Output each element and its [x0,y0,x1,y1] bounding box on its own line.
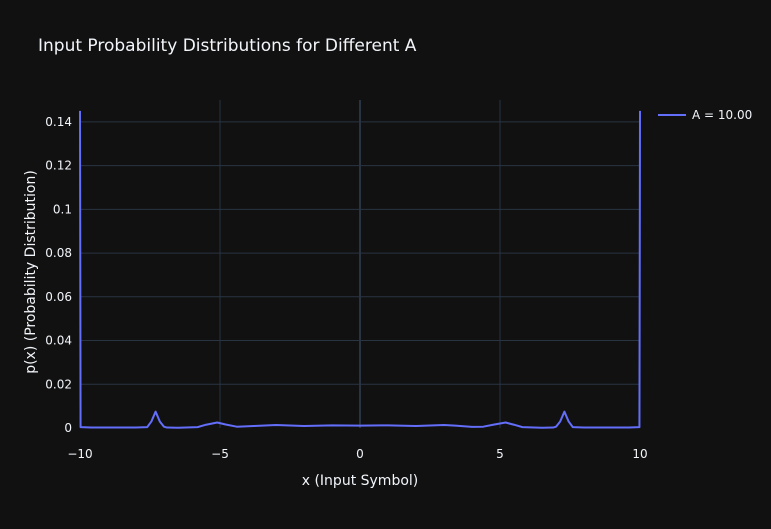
y-tick-label: 0.04 [45,334,72,348]
y-tick-label: 0.1 [53,202,72,216]
series-line [79,110,641,429]
x-tick-label: −10 [67,447,92,461]
y-axis-title: p(x) (Probability Distribution) [23,170,39,374]
x-tick-label: −5 [211,447,229,461]
series-layer [79,110,641,429]
y-tick-label: 0.08 [45,246,72,260]
y-tick-label: 0.06 [45,290,72,304]
y-tick-label: 0.12 [45,159,72,173]
y-tick-label: 0.14 [45,115,72,129]
x-tick-label: 10 [632,447,647,461]
y-tick-label: 0 [64,421,72,435]
x-tick-label: 0 [356,447,364,461]
x-axis-title: x (Input Symbol) [302,473,419,489]
legend-label[interactable]: A = 10.00 [692,108,752,122]
grid-layer [80,100,640,428]
x-tick-label: 5 [496,447,504,461]
y-tick-label: 0.02 [45,377,72,391]
axis-layer: 0 0.02 0.04 0.06 0.08 0.1 0.12 0.14 −10 −5 0 5 10 [45,115,647,461]
legend[interactable]: A = 10.00 [658,108,752,122]
chart-title: Input Probability Distributions for Diff… [38,36,417,56]
